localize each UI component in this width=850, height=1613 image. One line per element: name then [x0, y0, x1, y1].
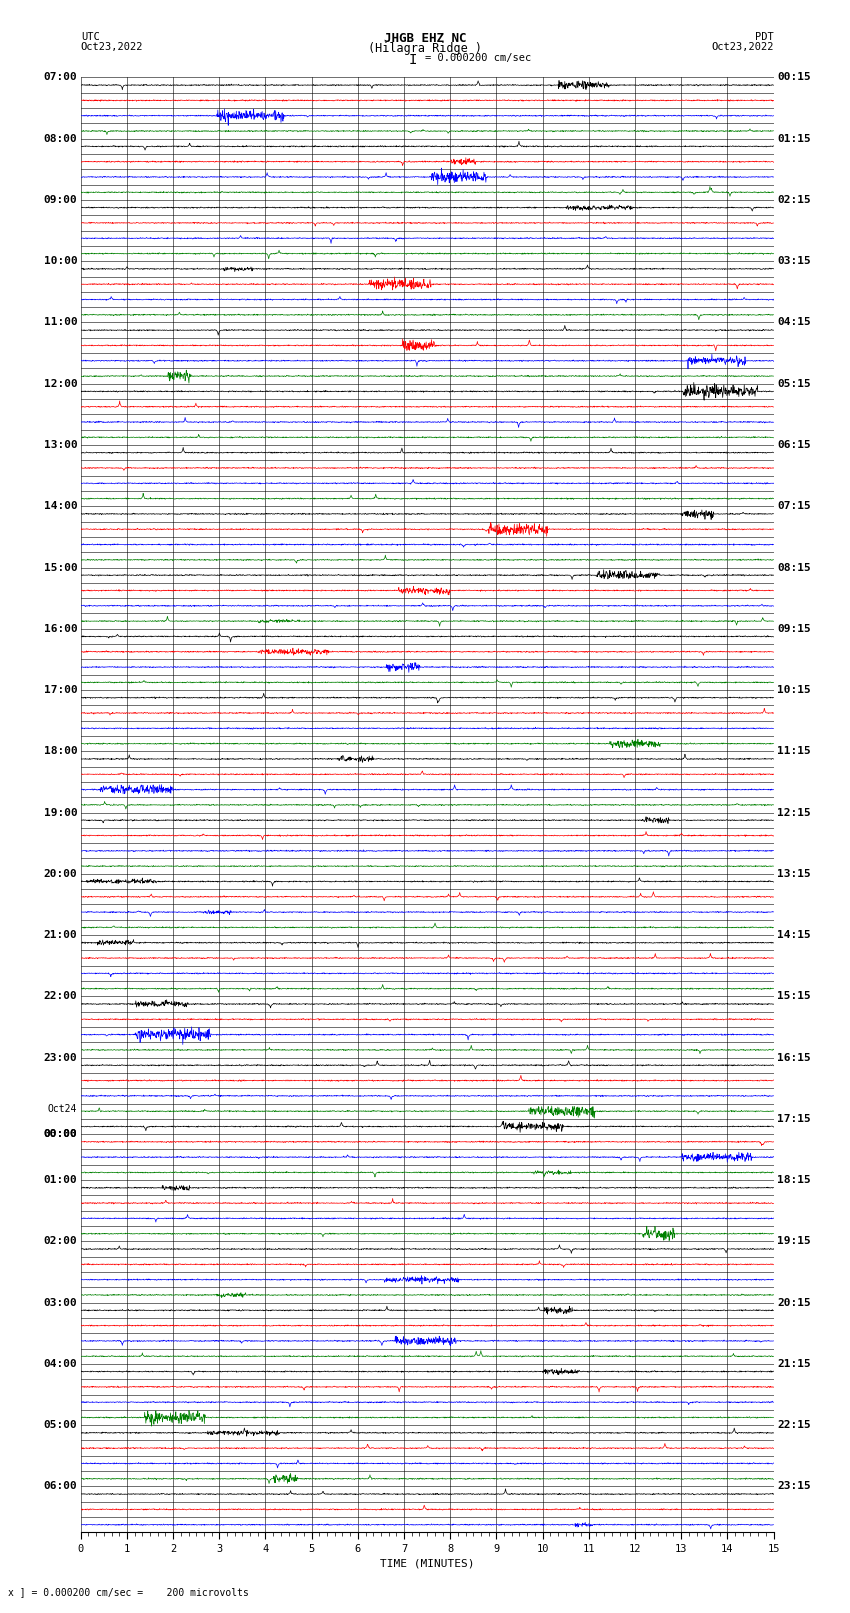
Text: PDT: PDT: [755, 32, 774, 42]
Text: 11:00: 11:00: [43, 318, 77, 327]
Text: Oct23,2022: Oct23,2022: [81, 42, 144, 52]
Text: 08:00: 08:00: [43, 134, 77, 144]
Text: 00:00: 00:00: [43, 1129, 77, 1139]
Text: 18:15: 18:15: [777, 1176, 811, 1186]
Text: 09:00: 09:00: [43, 195, 77, 205]
Text: 13:15: 13:15: [777, 869, 811, 879]
Text: Oct24: Oct24: [48, 1103, 77, 1115]
Text: 21:00: 21:00: [43, 931, 77, 940]
Text: 02:15: 02:15: [777, 195, 811, 205]
Text: 04:15: 04:15: [777, 318, 811, 327]
Text: 05:00: 05:00: [43, 1419, 77, 1431]
Text: 07:15: 07:15: [777, 502, 811, 511]
Text: 00:00: 00:00: [43, 1129, 77, 1139]
Text: 10:15: 10:15: [777, 686, 811, 695]
Text: 14:00: 14:00: [43, 502, 77, 511]
Text: 05:15: 05:15: [777, 379, 811, 389]
Text: 22:15: 22:15: [777, 1419, 811, 1431]
Text: 00:15: 00:15: [777, 73, 811, 82]
Text: 18:00: 18:00: [43, 747, 77, 756]
Text: 16:15: 16:15: [777, 1053, 811, 1063]
Text: 13:00: 13:00: [43, 440, 77, 450]
Text: 22:00: 22:00: [43, 992, 77, 1002]
Text: 02:00: 02:00: [43, 1237, 77, 1247]
Text: x ] = 0.000200 cm/sec =    200 microvolts: x ] = 0.000200 cm/sec = 200 microvolts: [8, 1587, 249, 1597]
Text: Oct23,2022: Oct23,2022: [711, 42, 774, 52]
Text: 01:00: 01:00: [43, 1176, 77, 1186]
Text: 10:00: 10:00: [43, 256, 77, 266]
Text: 09:15: 09:15: [777, 624, 811, 634]
Text: 19:00: 19:00: [43, 808, 77, 818]
Text: 07:00: 07:00: [43, 73, 77, 82]
Text: 14:15: 14:15: [777, 931, 811, 940]
Text: 19:15: 19:15: [777, 1237, 811, 1247]
Text: 15:00: 15:00: [43, 563, 77, 573]
Text: 01:15: 01:15: [777, 134, 811, 144]
Text: 20:00: 20:00: [43, 869, 77, 879]
Text: I: I: [408, 53, 416, 68]
Text: 17:00: 17:00: [43, 686, 77, 695]
Text: 20:15: 20:15: [777, 1297, 811, 1308]
Text: 23:15: 23:15: [777, 1481, 811, 1492]
Text: 04:00: 04:00: [43, 1358, 77, 1369]
Text: 21:15: 21:15: [777, 1358, 811, 1369]
Text: 03:00: 03:00: [43, 1297, 77, 1308]
Text: = 0.000200 cm/sec: = 0.000200 cm/sec: [425, 53, 531, 63]
Text: JHGB EHZ NC: JHGB EHZ NC: [383, 32, 467, 45]
Text: 03:15: 03:15: [777, 256, 811, 266]
Text: 06:15: 06:15: [777, 440, 811, 450]
Text: 23:00: 23:00: [43, 1053, 77, 1063]
X-axis label: TIME (MINUTES): TIME (MINUTES): [380, 1558, 474, 1568]
Text: UTC: UTC: [81, 32, 99, 42]
Text: 12:00: 12:00: [43, 379, 77, 389]
Text: (Hilagra Ridge ): (Hilagra Ridge ): [368, 42, 482, 55]
Text: 08:15: 08:15: [777, 563, 811, 573]
Text: 12:15: 12:15: [777, 808, 811, 818]
Text: 17:15: 17:15: [777, 1115, 811, 1124]
Text: 06:00: 06:00: [43, 1481, 77, 1492]
Text: 15:15: 15:15: [777, 992, 811, 1002]
Text: 11:15: 11:15: [777, 747, 811, 756]
Text: 16:00: 16:00: [43, 624, 77, 634]
